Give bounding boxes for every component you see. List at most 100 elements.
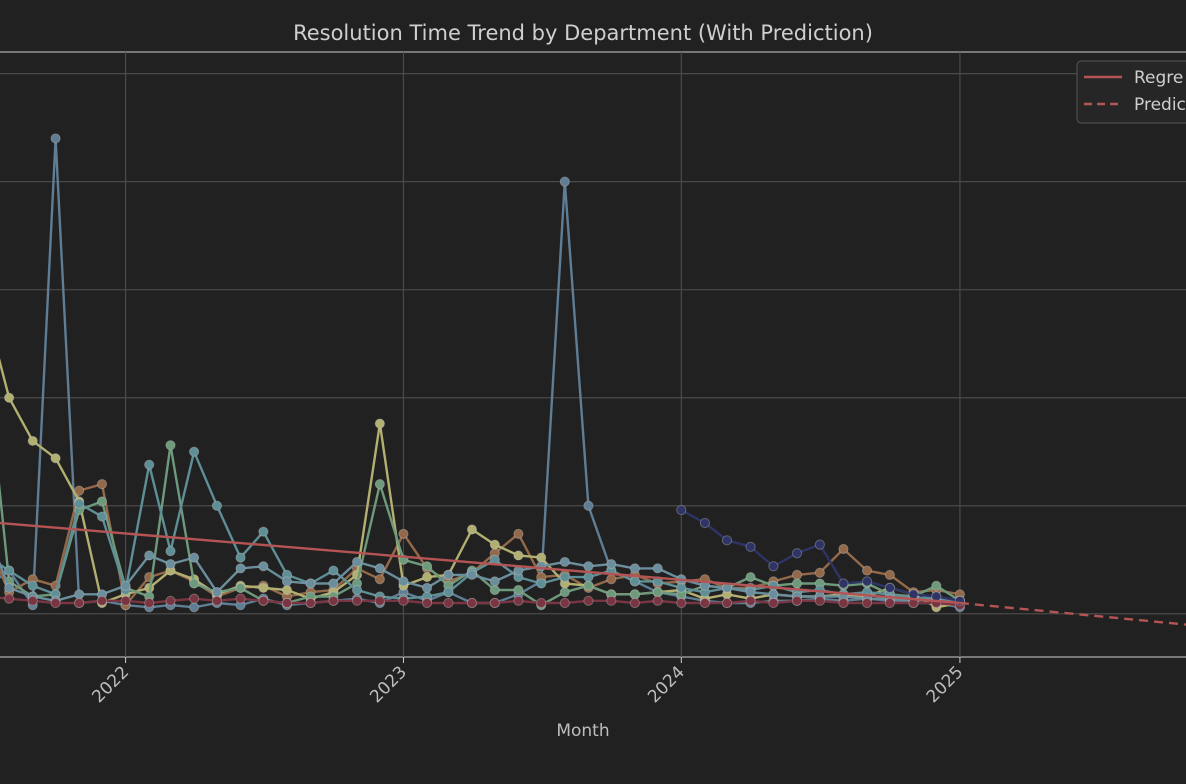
data-point [931,580,942,591]
x-tick-label: 2025 [923,662,968,707]
data-point [281,584,293,596]
data-point [74,589,85,600]
data-point [189,578,200,589]
data-point [814,567,825,578]
data-point [583,580,594,591]
data-point [351,584,363,596]
data-point [884,569,895,580]
data-point [791,595,803,606]
data-point [235,563,246,574]
regression-line [0,521,961,605]
data-point [583,500,594,511]
chart-title: Resolution Time Trend by Department (Wit… [293,21,873,45]
data-point [258,582,269,593]
data-point [27,435,38,447]
data-point [144,550,155,561]
data-point [50,133,61,144]
data-point [652,587,663,598]
legend-label: Regre [1134,68,1183,88]
data-marks [0,133,1186,626]
data-point [559,556,570,568]
data-point [676,504,687,516]
data-point [629,597,640,609]
data-point [768,589,779,600]
data-point [861,565,873,576]
data-point [908,589,919,600]
data-point [328,595,339,606]
data-point [629,589,640,600]
data-point [583,571,594,583]
data-point [398,576,409,587]
data-point [536,578,547,589]
data-point [606,595,617,606]
data-point [861,597,873,609]
data-point [838,578,849,589]
data-point [443,587,454,598]
data-point [768,597,779,609]
data-point [745,587,756,598]
data-point [74,498,85,509]
data-point [96,496,108,507]
data-point [583,595,594,606]
series-8 [676,504,966,606]
data-point [211,587,223,598]
data-point [745,541,756,552]
data-point [814,595,825,606]
data-point [305,578,316,589]
data-point [536,552,547,563]
data-point [745,571,756,583]
data-point [421,582,433,593]
data-point [50,597,61,609]
data-point [559,571,570,583]
data-point [489,576,500,587]
data-point [559,176,570,187]
data-point [489,584,500,596]
data-point [443,597,454,609]
data-point [443,569,454,580]
data-point [120,595,131,606]
data-point [4,565,15,576]
data-point [211,500,223,511]
data-point [235,593,246,604]
data-point [513,584,524,596]
data-point [144,459,155,470]
data-point [235,582,246,593]
data-point [189,602,200,613]
data-point [629,576,640,587]
data-point [791,569,803,580]
data-point [351,595,363,606]
data-point [559,587,570,598]
data-point [96,479,108,490]
data-point [189,446,200,457]
data-point [721,597,733,609]
data-point [536,597,547,609]
data-point [211,595,223,606]
data-point [4,593,15,604]
data-point [27,580,38,591]
data-point [27,595,38,606]
data-point [374,563,385,574]
data-point [466,524,478,535]
data-point [281,576,293,587]
data-point [676,597,687,609]
data-point [398,595,409,606]
data-point [699,517,711,529]
data-point [258,595,269,606]
data-point [838,597,849,609]
data-point [421,571,433,583]
data-point [305,597,316,609]
data-point [328,578,339,589]
data-point [652,563,663,574]
data-point [861,576,873,587]
data-point [328,565,339,576]
data-point [884,582,895,593]
data-point [421,597,433,609]
data-point [513,550,524,561]
data-point [721,535,733,546]
data-point [421,561,433,572]
legend-label: Predic [1134,95,1186,115]
data-point [96,511,108,522]
x-tick-label: 2024 [644,662,689,707]
data-point [559,597,570,609]
